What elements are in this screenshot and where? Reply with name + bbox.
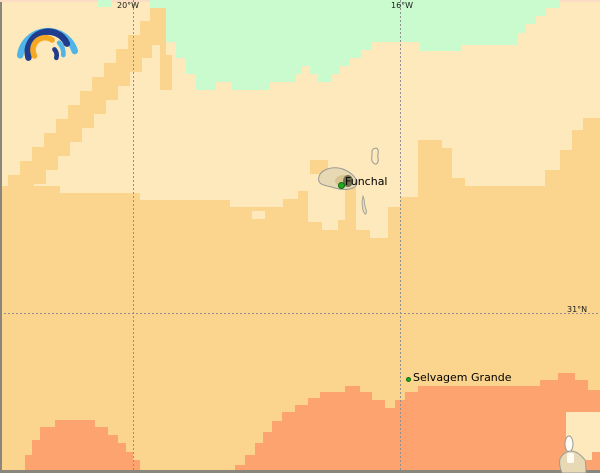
place-marker-funchal: [338, 182, 345, 189]
region-orange-west: [25, 420, 140, 473]
logo-arc-inner: [30, 34, 55, 59]
place-label-funchal: Funchal: [345, 175, 388, 188]
meteociel-rainbow-logo-icon: [16, 27, 78, 61]
region-mint-green: [150, 0, 560, 90]
island-la-graciosa: [564, 435, 574, 453]
window-border-left: [0, 2, 2, 473]
region-sand-band: [8, 8, 172, 190]
label-meridian-20w: 20°W: [117, 1, 140, 10]
logo-arc-small-navy: [52, 47, 59, 61]
label-parallel-31n: 31°N: [567, 305, 588, 314]
place-label-selvagem-grande: Selvagem Grande: [413, 371, 512, 384]
region-cream-hole: [252, 211, 265, 219]
island-desertas: [361, 194, 367, 215]
region-mint-green-patch: [98, 0, 112, 7]
island-lanzarote-highland: [567, 453, 574, 463]
label-meridian-16w: 16°W: [391, 1, 414, 10]
island-porto-santo: [371, 147, 379, 165]
window-border-bottom: [0, 470, 600, 473]
place-marker-selvagem-grande: [406, 377, 411, 382]
logo-arc-middle: [24, 28, 71, 61]
island-madeira-peak-patch: [343, 175, 353, 187]
logo-arc-small-light-blue: [56, 40, 66, 58]
region-orange-east: [235, 373, 600, 473]
region-sand-field: [2, 118, 600, 473]
